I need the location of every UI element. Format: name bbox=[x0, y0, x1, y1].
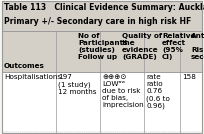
Text: Anti

Risk
seco: Anti Risk seco bbox=[191, 33, 204, 60]
Text: Primary +/- Secondary care in high risk HF: Primary +/- Secondary care in high risk … bbox=[4, 17, 191, 26]
Text: Outcomes: Outcomes bbox=[4, 63, 45, 69]
Bar bbox=[2, 31, 202, 72]
Text: 197
(1 study)
12 months: 197 (1 study) 12 months bbox=[58, 74, 96, 95]
Text: Relative
effect
(95%
CI): Relative effect (95% CI) bbox=[162, 33, 195, 60]
Text: No of
Participants
(studies)
Follow up: No of Participants (studies) Follow up bbox=[78, 33, 128, 60]
Text: ⊕⊕⊕⊙
LOWᵃʷ
due to risk
of bias,
imprecision: ⊕⊕⊕⊙ LOWᵃʷ due to risk of bias, imprecis… bbox=[102, 74, 144, 108]
Text: Table 113   Clinical Evidence Summary: Auckland-HF (Doug: Table 113 Clinical Evidence Summary: Auc… bbox=[4, 3, 204, 12]
Bar bbox=[2, 1, 202, 31]
Text: Hospitalisations: Hospitalisations bbox=[4, 74, 61, 80]
Text: Quality of
the
evidence
(GRADE): Quality of the evidence (GRADE) bbox=[122, 33, 162, 60]
Bar bbox=[2, 72, 202, 133]
Text: 158: 158 bbox=[182, 74, 196, 80]
Text: rate
ratio
0.76
(0.6 to
0.96): rate ratio 0.76 (0.6 to 0.96) bbox=[146, 74, 170, 109]
